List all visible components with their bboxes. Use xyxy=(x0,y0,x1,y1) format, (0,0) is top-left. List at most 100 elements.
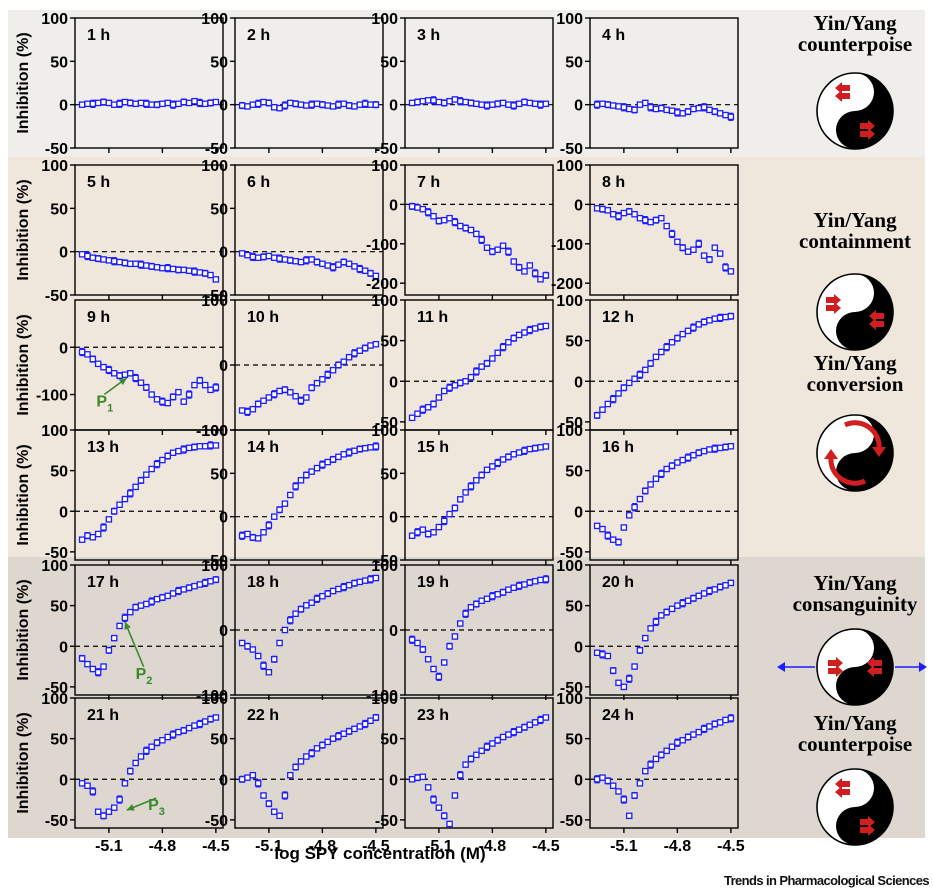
data-point xyxy=(292,257,299,265)
data-point xyxy=(100,98,107,106)
data-point xyxy=(265,99,273,107)
y-tick-label: -50 xyxy=(560,680,583,697)
panel-frame xyxy=(234,429,384,561)
data-point xyxy=(84,351,91,358)
y-tick-label: 0 xyxy=(574,639,583,656)
data-point xyxy=(489,355,496,362)
data-point xyxy=(340,258,348,266)
y-tick-label: -100 xyxy=(551,237,583,254)
data-point xyxy=(499,99,507,107)
conversion-arrowhead xyxy=(824,449,838,459)
data-point xyxy=(604,777,612,785)
data-point xyxy=(604,207,612,214)
data-point xyxy=(265,522,273,529)
data-point xyxy=(419,646,427,653)
data-point xyxy=(599,205,606,213)
data-point xyxy=(143,384,150,391)
data-point xyxy=(684,108,692,115)
panel: -50 0 50 100 14 h xyxy=(201,423,384,570)
data-point xyxy=(137,99,145,107)
annotation-arrow xyxy=(124,621,145,668)
y-tick-label: 100 xyxy=(556,11,583,28)
data-point xyxy=(303,102,310,109)
y-tick-label: 50 xyxy=(210,732,228,749)
data-point xyxy=(324,371,331,378)
y-tick-label: 0 xyxy=(219,358,228,375)
x-tick-label: -4.5 xyxy=(202,838,230,855)
y-tick-label: 100 xyxy=(371,423,398,440)
data-point xyxy=(180,398,188,405)
data-point xyxy=(89,100,97,108)
data-point xyxy=(711,720,719,728)
y-tick-label: 0 xyxy=(59,340,68,357)
data-point xyxy=(361,267,369,274)
data-point xyxy=(276,387,283,395)
data-point xyxy=(303,753,310,760)
data-point xyxy=(265,800,273,807)
y-tick-label: -50 xyxy=(375,141,398,158)
data-point xyxy=(706,723,713,730)
data-point xyxy=(201,718,209,725)
data-point xyxy=(473,600,480,608)
data-point xyxy=(265,669,273,676)
data-point xyxy=(148,263,155,270)
data-point xyxy=(201,270,209,277)
red-arrow xyxy=(835,90,850,102)
data-point xyxy=(148,101,155,108)
data-point xyxy=(308,256,315,263)
data-point xyxy=(78,655,86,662)
data-point xyxy=(78,780,86,787)
y-tick-label: 0 xyxy=(574,374,583,391)
data-point xyxy=(270,656,278,663)
data-point xyxy=(435,217,443,225)
y-tick-label: 50 xyxy=(380,334,398,351)
data-point xyxy=(329,735,337,742)
data-point xyxy=(212,98,220,106)
data-point xyxy=(478,363,485,370)
data-point xyxy=(345,449,353,456)
panel: -50 0 50 100 6 h xyxy=(201,158,384,305)
data-point xyxy=(335,261,342,268)
yinyang-label-line: conversion xyxy=(807,372,904,396)
data-point xyxy=(244,408,251,416)
data-point xyxy=(340,730,348,738)
data-point xyxy=(105,516,113,523)
data-point xyxy=(94,360,102,368)
data-point xyxy=(424,403,432,411)
data-point xyxy=(143,100,150,108)
x-tick-label: -5.1 xyxy=(255,838,283,855)
data-point xyxy=(185,584,193,592)
data-point xyxy=(414,204,421,211)
data-point xyxy=(84,252,91,260)
data-point xyxy=(340,358,348,365)
x-tick-label: -4.5 xyxy=(532,838,560,855)
data-point xyxy=(276,812,283,820)
data-point xyxy=(143,262,150,269)
data-point xyxy=(270,390,278,398)
data-point xyxy=(419,526,427,533)
data-point xyxy=(196,99,204,107)
data-point xyxy=(105,647,113,654)
data-point xyxy=(308,384,315,391)
data-point xyxy=(599,525,606,533)
yinyang-label-line: Yin/Yang xyxy=(813,208,897,232)
data-point xyxy=(351,103,358,110)
data-point xyxy=(372,574,380,582)
y-tick-label: -50 xyxy=(560,813,583,830)
data-point xyxy=(94,808,102,816)
data-point xyxy=(642,634,649,642)
data-point xyxy=(542,100,550,108)
data-point xyxy=(244,643,251,650)
data-point xyxy=(727,442,735,450)
data-point xyxy=(521,581,528,588)
data-point xyxy=(647,481,654,488)
y-tick-label: -100 xyxy=(366,237,398,254)
red-arrow xyxy=(835,786,850,798)
y-tick-label: -50 xyxy=(45,545,68,562)
data-point xyxy=(340,451,348,458)
data-point xyxy=(700,104,708,111)
data-point xyxy=(89,355,97,363)
data-point xyxy=(313,379,321,387)
y-tick-label: 100 xyxy=(371,691,398,708)
data-point xyxy=(148,391,155,398)
